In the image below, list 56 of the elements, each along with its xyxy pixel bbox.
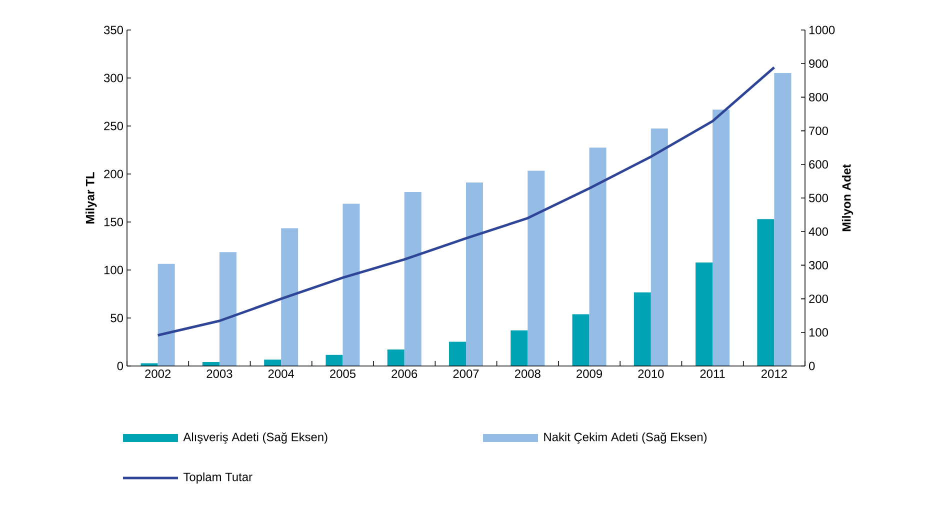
bar (281, 228, 298, 366)
y-tick-label: 100 (104, 266, 124, 274)
x-tick-label: 2005 (330, 370, 356, 378)
y2-tick-label: 500 (809, 194, 828, 202)
bar (466, 182, 484, 366)
bar (449, 342, 466, 366)
y2-tick-label: 100 (809, 328, 828, 337)
y2-tick-label: 400 (808, 227, 828, 236)
legend-label: Toplam Tutar (183, 472, 252, 484)
x-tick-label: 2011 (700, 370, 725, 378)
y2-axis-title: Milyon Adet (842, 164, 854, 232)
y-axis-title: Milyar TL (86, 172, 97, 224)
y2-tick-label: 700 (809, 126, 828, 136)
bar (528, 170, 545, 366)
bar (158, 264, 175, 366)
y-tick-label: 0 (117, 362, 124, 370)
bar (650, 128, 668, 366)
x-tick-label: 2002 (145, 370, 171, 378)
bar (696, 262, 713, 366)
x-tick-label: 2012 (761, 370, 787, 378)
bar (634, 292, 651, 366)
legend-label: Alışveriş Adeti (Sağ Eksen) (183, 432, 328, 444)
y2-tick-label: 800 (809, 92, 828, 102)
bar (404, 192, 422, 366)
y-tick-label: 250 (104, 122, 124, 130)
bar (326, 354, 343, 366)
y2-tick-label: 600 (809, 160, 828, 169)
bar (774, 73, 792, 366)
bar (387, 350, 404, 366)
y2-tick-label: 200 (809, 294, 828, 304)
y2-tick-label: 1000 (809, 26, 835, 34)
bar (572, 314, 590, 366)
y2-tick-label: 300 (808, 260, 828, 270)
y-tick-label: 50 (110, 314, 124, 322)
bar (712, 110, 730, 366)
bar (510, 330, 528, 366)
y-tick-label: 350 (104, 26, 124, 34)
bar (219, 252, 236, 366)
bar (264, 360, 282, 366)
x-tick-label: 2009 (576, 370, 602, 378)
x-tick-label: 2010 (638, 370, 664, 378)
y2-tick-label: 0 (809, 362, 815, 370)
y-tick-label: 300 (104, 74, 124, 82)
x-tick-label: 2007 (453, 370, 479, 378)
x-tick-label: 2006 (392, 370, 418, 378)
bar (757, 219, 774, 366)
y2-tick-label: 900 (809, 59, 828, 68)
bar (342, 204, 360, 366)
bar (589, 148, 606, 366)
x-tick-label: 2004 (268, 370, 294, 378)
x-tick-label: 2003 (206, 370, 232, 378)
y-tick-label: 200 (104, 170, 124, 178)
legend-label: Nakit Çekim Adeti (Sağ Eksen) (544, 432, 707, 444)
y-tick-label: 150 (104, 218, 124, 226)
line-series (156, 66, 776, 337)
x-tick-label: 2008 (514, 370, 540, 378)
